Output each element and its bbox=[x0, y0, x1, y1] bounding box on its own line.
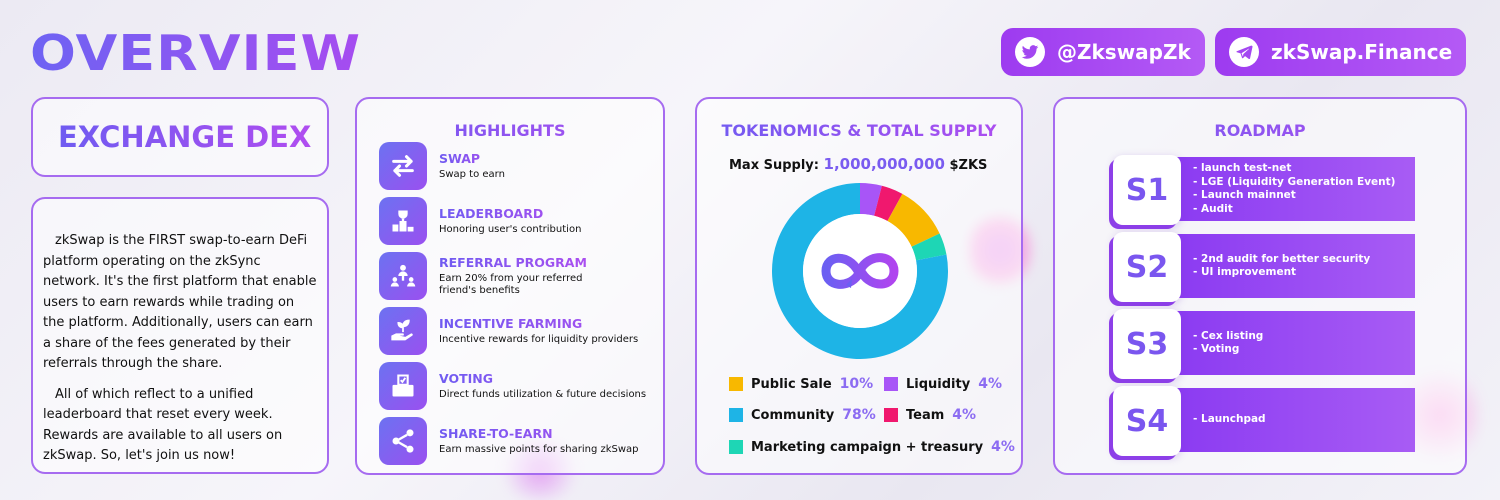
highlight-desc: Earn massive points for sharing zkSwap bbox=[439, 444, 639, 455]
twitter-handle: @ZkswapZk bbox=[1057, 40, 1191, 64]
stage-item: - Cex listing bbox=[1193, 329, 1264, 342]
stage-items: - Launchpad bbox=[1175, 388, 1415, 452]
swap-arrows-icon bbox=[379, 142, 427, 190]
tokenomics-donut-chart bbox=[772, 183, 948, 359]
exchange-paragraph: All of which reflect to a unified leader… bbox=[43, 386, 283, 464]
stage-item: - UI improvement bbox=[1193, 266, 1297, 278]
exchange-title: EXCHANGE DEX bbox=[58, 120, 312, 154]
exchange-description-card: zkSwap is the FIRST swap-to-earn DeFi pl… bbox=[31, 197, 329, 474]
legend-label: Team bbox=[906, 407, 945, 423]
donut-slice-community bbox=[772, 183, 948, 359]
max-supply-label: Max Supply: bbox=[729, 158, 819, 173]
legend-swatch bbox=[884, 408, 898, 422]
legend-item: Team 4% bbox=[884, 407, 976, 423]
highlight-item: LEADERBOARD Honoring user's contribution bbox=[379, 197, 581, 245]
share-icon bbox=[379, 417, 427, 465]
stage-item: - launch test-net bbox=[1193, 162, 1292, 174]
tokenomics-card: TOKENOMICS & TOTAL SUPPLY Max Supply: 1,… bbox=[695, 97, 1023, 475]
highlight-desc: Incentive rewards for liquidity provider… bbox=[439, 334, 639, 345]
stage-badge: S2 bbox=[1113, 232, 1181, 302]
highlight-name: VOTING bbox=[439, 371, 646, 386]
exchange-title-card: EXCHANGE DEX bbox=[31, 97, 329, 177]
stage-badge: S4 bbox=[1113, 386, 1181, 456]
highlight-name: INCENTIVE FARMING bbox=[439, 316, 638, 331]
stage-item: - Voting bbox=[1193, 343, 1240, 355]
plant-hand-icon bbox=[379, 307, 427, 355]
highlight-item: REFERRAL PROGRAM Earn 20% from your refer… bbox=[379, 252, 599, 300]
stage-badge: S1 bbox=[1113, 155, 1181, 225]
legend-pct: 4% bbox=[978, 376, 1002, 392]
highlight-name: REFERRAL PROGRAM bbox=[439, 255, 599, 270]
legend-pct: 10% bbox=[839, 376, 874, 392]
highlight-desc: Swap to earn bbox=[439, 169, 505, 180]
roadmap-card: ROADMAP S1 - launch test-net - LGE (Liqu… bbox=[1053, 97, 1467, 475]
roadmap-title: ROADMAP bbox=[1055, 121, 1465, 140]
legend-pct: 4% bbox=[952, 407, 977, 423]
legend-label: Liquidity bbox=[906, 376, 971, 392]
legend-swatch bbox=[729, 377, 743, 391]
stage-item: - Audit bbox=[1193, 202, 1233, 215]
highlight-item: INCENTIVE FARMING Incentive rewards for l… bbox=[379, 307, 638, 355]
highlight-desc: Honoring user's contribution bbox=[439, 224, 582, 235]
highlight-name: LEADERBOARD bbox=[439, 206, 581, 221]
stage-badge: S3 bbox=[1113, 309, 1181, 379]
highlight-item: VOTING Direct funds utilization & future … bbox=[379, 362, 646, 410]
stage-item: - Launchpad bbox=[1193, 413, 1266, 426]
legend-swatch bbox=[729, 408, 743, 422]
ballot-box-icon bbox=[379, 362, 427, 410]
max-supply-value: 1,000,000,000 bbox=[823, 155, 945, 173]
stage-items: - Cex listing - Voting bbox=[1175, 311, 1415, 375]
telegram-handle: zkSwap.Finance bbox=[1271, 40, 1453, 64]
telegram-link[interactable]: zkSwap.Finance bbox=[1215, 28, 1467, 76]
max-supply-unit: $ZKS bbox=[949, 158, 988, 173]
legend-swatch bbox=[884, 377, 898, 391]
exchange-paragraph: zkSwap is the FIRST swap-to-earn DeFi pl… bbox=[43, 233, 317, 371]
stage-item: - LGE (Liquidity Generation Event) bbox=[1193, 175, 1396, 188]
highlight-item: SHARE-TO-EARN Earn massive points for sha… bbox=[379, 417, 639, 465]
donut-slice-marketing-campaign-treasury bbox=[911, 233, 947, 261]
legend-item: Public Sale 10% bbox=[729, 376, 873, 392]
twitter-link[interactable]: @ZkswapZk bbox=[1001, 28, 1205, 76]
donut-slice-liquidity bbox=[860, 183, 882, 216]
legend-pct: 78% bbox=[842, 407, 876, 423]
page-title: OVERVIEW bbox=[30, 25, 362, 82]
highlight-desc: Earn 20% from your referred friend's ben… bbox=[439, 273, 583, 296]
max-supply: Max Supply: 1,000,000,000 $ZKS bbox=[729, 155, 987, 173]
legend-label: Public Sale bbox=[751, 376, 832, 392]
referral-network-icon bbox=[379, 252, 427, 300]
legend-item: Marketing campaign + treasury 4% bbox=[729, 439, 1015, 455]
donut-slice-team bbox=[874, 185, 903, 222]
stage-item: - 2nd audit for better security bbox=[1193, 252, 1371, 265]
highlight-desc: Direct funds utilization & future decisi… bbox=[439, 389, 647, 400]
zkswap-logo-icon bbox=[821, 253, 899, 289]
legend-swatch bbox=[729, 440, 743, 454]
stage-items: - 2nd audit for better security - UI imp… bbox=[1175, 234, 1415, 298]
highlight-name: SWAP bbox=[439, 151, 505, 166]
highlights-title: HIGHLIGHTS bbox=[357, 121, 663, 140]
highlight-name: SHARE-TO-EARN bbox=[439, 426, 639, 441]
legend-item: Liquidity 4% bbox=[884, 376, 1002, 392]
highlights-card: HIGHLIGHTS SWAP Swap to earn LEADERBOARD H… bbox=[355, 97, 665, 475]
stage-items: - launch test-net - LGE (Liquidity Gener… bbox=[1175, 157, 1415, 221]
tokenomics-title: TOKENOMICS & TOTAL SUPPLY bbox=[697, 121, 1021, 140]
legend-label: Community bbox=[751, 407, 835, 423]
legend-label: Marketing campaign + treasury bbox=[751, 439, 984, 455]
highlight-item: SWAP Swap to earn bbox=[379, 142, 505, 190]
legend-pct: 4% bbox=[991, 439, 1015, 455]
twitter-icon bbox=[1015, 37, 1045, 67]
telegram-icon bbox=[1229, 37, 1259, 67]
trophy-podium-icon bbox=[379, 197, 427, 245]
stage-item: - Launch mainnet bbox=[1193, 189, 1296, 201]
legend-item: Community 78% bbox=[729, 407, 876, 423]
donut-slice-public-sale bbox=[887, 193, 940, 247]
